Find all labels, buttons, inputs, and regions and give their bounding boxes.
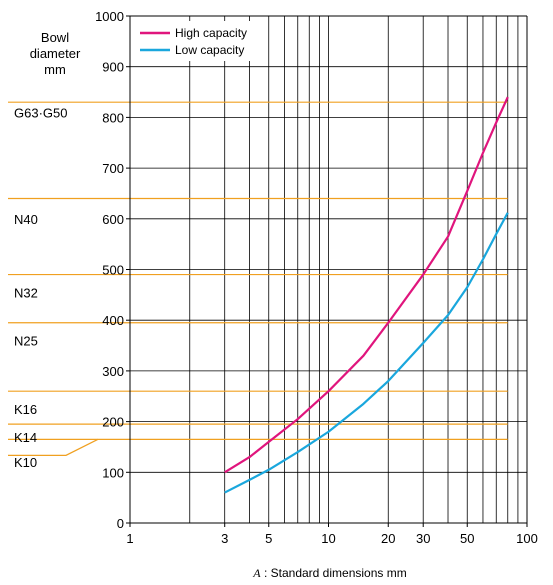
legend-label-high-capacity: High capacity — [175, 26, 247, 40]
y-tick-label: 400 — [102, 313, 124, 328]
y-tick-label: 600 — [102, 212, 124, 227]
model-label-n32: N32 — [14, 285, 38, 300]
model-threshold-lines — [8, 101, 508, 456]
x-tick-label: 5 — [265, 531, 272, 546]
model-labels: G63·G50 N40 N32 N25 K16 K14 K10 — [14, 105, 67, 470]
y-tick-label: 900 — [102, 60, 124, 75]
x-tick-label: 20 — [381, 531, 395, 546]
y-tick-label: 1000 — [95, 9, 124, 24]
y-axis-label-line: mm — [44, 62, 66, 77]
legend-background — [134, 21, 266, 61]
y-axis-label-line: Bowl — [41, 30, 69, 45]
axes: 0 100 200 300 400 500 600 700 800 900 1000 1 3 5 10 20 3… — [95, 9, 538, 546]
x-tick-label: 3 — [221, 531, 228, 546]
model-label-n40: N40 — [14, 212, 38, 227]
legend: High capacity Low capacity — [134, 21, 266, 61]
y-tick-label: 200 — [102, 415, 124, 430]
x-tick-label: 50 — [460, 531, 474, 546]
x-tick-label: 10 — [321, 531, 335, 546]
series-line-low-capacity — [224, 212, 509, 494]
threshold-connector — [8, 438, 99, 456]
x-tick-label: 100 — [516, 531, 538, 546]
x-tick-label: 1 — [126, 531, 133, 546]
model-label-k14: K14 — [14, 430, 37, 445]
y-tick-label: 0 — [117, 516, 124, 531]
y-axis-label-line: diameter — [30, 46, 81, 61]
y-tick-label: 300 — [102, 364, 124, 379]
model-label-g63-g50: G63·G50 — [14, 105, 67, 120]
y-tick-label: 100 — [102, 465, 124, 480]
y-tick-label: 700 — [102, 161, 124, 176]
x-axis-label: A : Standard dimensions mm — [252, 566, 406, 580]
x-tick-label: 30 — [416, 531, 430, 546]
y-axis-label: Bowl diameter mm — [30, 30, 81, 77]
model-label-k16: K16 — [14, 402, 37, 417]
y-tick-label: 800 — [102, 110, 124, 125]
series-line-high-capacity — [224, 96, 509, 474]
series-lines — [224, 96, 509, 494]
model-label-k10: K10 — [14, 455, 37, 470]
legend-label-low-capacity: Low capacity — [175, 43, 244, 57]
y-tick-label: 500 — [102, 263, 124, 278]
grid — [130, 15, 527, 524]
model-label-n25: N25 — [14, 333, 38, 348]
